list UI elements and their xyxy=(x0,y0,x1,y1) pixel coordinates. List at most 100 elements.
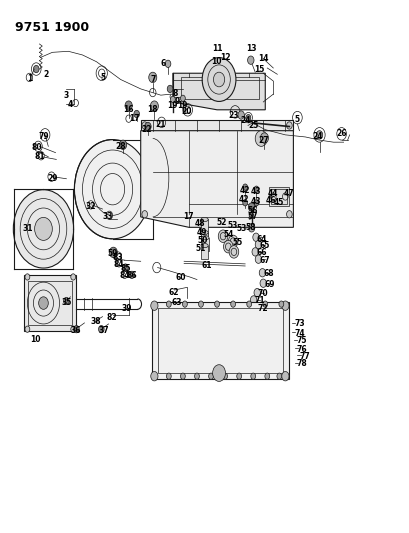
Circle shape xyxy=(262,301,267,307)
Ellipse shape xyxy=(200,230,208,235)
Text: 57: 57 xyxy=(247,212,257,221)
Text: 64: 64 xyxy=(256,235,267,244)
Text: 49: 49 xyxy=(196,228,207,237)
Polygon shape xyxy=(173,73,265,110)
Circle shape xyxy=(119,140,126,149)
Text: 50: 50 xyxy=(197,236,208,245)
Text: 69: 69 xyxy=(263,280,274,289)
Ellipse shape xyxy=(200,217,208,222)
Text: 84: 84 xyxy=(119,271,130,280)
Text: 17: 17 xyxy=(129,114,139,123)
Text: 21: 21 xyxy=(155,120,166,129)
Text: 63: 63 xyxy=(171,297,182,306)
Text: 47: 47 xyxy=(283,189,294,198)
Text: 19: 19 xyxy=(167,101,178,110)
Circle shape xyxy=(245,115,250,121)
Text: 68: 68 xyxy=(263,269,273,278)
Circle shape xyxy=(148,72,156,83)
Text: 25: 25 xyxy=(247,121,258,130)
Text: 20: 20 xyxy=(181,107,192,116)
Circle shape xyxy=(254,255,261,263)
Circle shape xyxy=(194,373,199,379)
Text: 75: 75 xyxy=(295,336,306,345)
Text: 53: 53 xyxy=(227,221,238,230)
Circle shape xyxy=(254,303,260,311)
Text: 6: 6 xyxy=(160,59,165,68)
Text: 35: 35 xyxy=(61,297,72,306)
Bar xyxy=(271,189,286,204)
Circle shape xyxy=(260,133,268,143)
Circle shape xyxy=(250,373,255,379)
Text: 55: 55 xyxy=(231,238,242,247)
Bar xyxy=(28,280,72,325)
Text: 23: 23 xyxy=(227,110,238,119)
Circle shape xyxy=(254,186,258,192)
Circle shape xyxy=(125,101,132,110)
Circle shape xyxy=(230,301,235,307)
Circle shape xyxy=(248,224,254,232)
Text: 7: 7 xyxy=(150,75,155,84)
Text: 62: 62 xyxy=(168,288,178,297)
Text: 18: 18 xyxy=(147,106,158,114)
Text: 60: 60 xyxy=(175,273,186,282)
Circle shape xyxy=(167,85,173,93)
Circle shape xyxy=(142,211,147,218)
Text: 73: 73 xyxy=(293,319,304,328)
Text: 16: 16 xyxy=(123,106,134,114)
Circle shape xyxy=(254,200,258,206)
Text: 27: 27 xyxy=(257,135,268,144)
Bar xyxy=(200,220,208,235)
Text: 13: 13 xyxy=(245,44,256,53)
Text: 4: 4 xyxy=(67,100,73,109)
Text: 22: 22 xyxy=(141,125,152,134)
Text: 24: 24 xyxy=(239,116,250,125)
Text: 84: 84 xyxy=(113,260,124,269)
Text: 81: 81 xyxy=(34,152,45,161)
Circle shape xyxy=(38,297,48,309)
Ellipse shape xyxy=(201,236,209,240)
Text: 43: 43 xyxy=(251,197,261,206)
Circle shape xyxy=(223,240,233,253)
Bar xyxy=(201,238,209,251)
Text: 14: 14 xyxy=(257,54,268,63)
Text: 19: 19 xyxy=(177,101,188,110)
Text: 26: 26 xyxy=(335,130,346,139)
Circle shape xyxy=(134,110,139,118)
Text: 76: 76 xyxy=(296,344,307,353)
Circle shape xyxy=(34,217,52,240)
Text: 58: 58 xyxy=(245,223,256,232)
Circle shape xyxy=(202,58,235,101)
Text: 2: 2 xyxy=(43,70,49,79)
Text: 32: 32 xyxy=(85,203,96,212)
Bar xyxy=(157,308,282,373)
Circle shape xyxy=(71,274,75,280)
Circle shape xyxy=(247,56,254,64)
Circle shape xyxy=(151,372,157,381)
Circle shape xyxy=(98,326,104,333)
Bar xyxy=(24,275,76,332)
Circle shape xyxy=(276,373,281,379)
Circle shape xyxy=(180,95,185,101)
Circle shape xyxy=(237,111,244,119)
Circle shape xyxy=(13,190,74,268)
Circle shape xyxy=(71,326,75,332)
Circle shape xyxy=(242,184,247,190)
Text: 65: 65 xyxy=(258,241,269,250)
Text: 43: 43 xyxy=(251,187,261,196)
Bar xyxy=(269,187,288,206)
Text: 59: 59 xyxy=(107,249,117,259)
Text: 39: 39 xyxy=(121,304,132,313)
Circle shape xyxy=(264,373,269,379)
Ellipse shape xyxy=(200,244,208,248)
Circle shape xyxy=(122,264,128,271)
Circle shape xyxy=(166,301,171,307)
Circle shape xyxy=(180,373,185,379)
Circle shape xyxy=(34,66,39,72)
Circle shape xyxy=(250,296,256,304)
Text: 45: 45 xyxy=(274,198,284,207)
Text: 42: 42 xyxy=(238,195,249,204)
Text: 28: 28 xyxy=(115,142,126,151)
Circle shape xyxy=(182,301,187,307)
Text: 77: 77 xyxy=(299,352,309,361)
Text: 48: 48 xyxy=(194,219,205,228)
